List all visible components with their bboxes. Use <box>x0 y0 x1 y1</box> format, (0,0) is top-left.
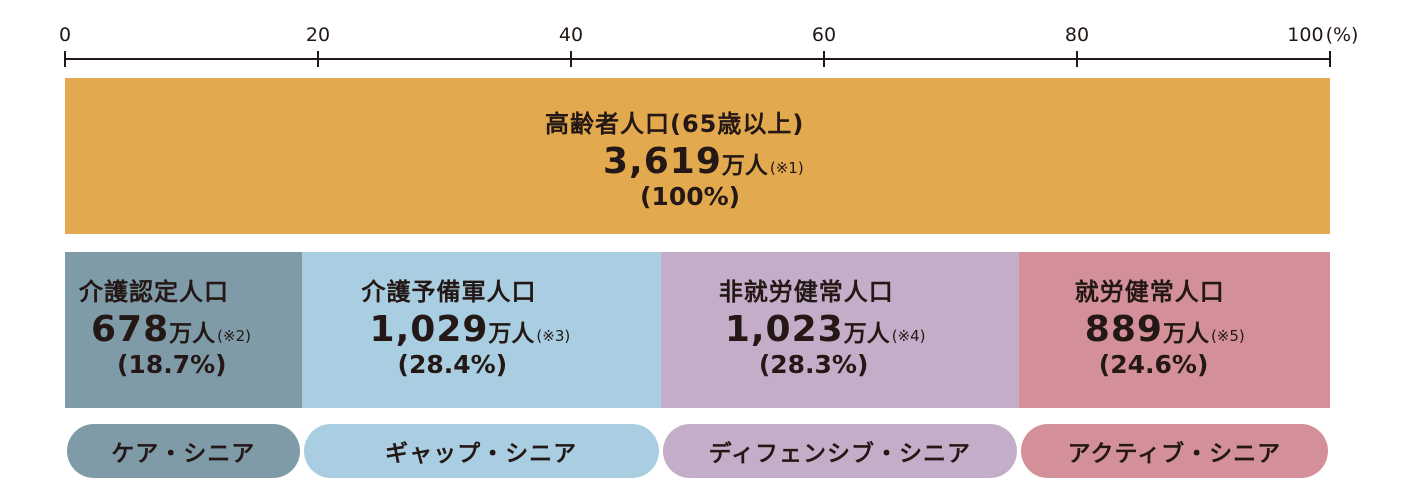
x-tick-80 <box>1076 51 1078 67</box>
segment-note: (※3) <box>536 327 571 345</box>
total-bar-text: 高齢者人口(65歳以上) 3,619万人 (※1) (100%) <box>545 104 804 211</box>
segment-unit: 万人 <box>169 321 216 347</box>
segment-label: 非就労健常人口 <box>718 278 894 306</box>
segment-percent: (24.6%) <box>1098 350 1209 379</box>
category-pill-1: ケア・シニア <box>67 424 300 478</box>
total-note: (※1) <box>769 159 804 177</box>
segment-bar-1 <box>65 252 302 408</box>
segment-label: 就労健常人口 <box>1074 278 1225 306</box>
segment-text-4: 就労健常人口 889万人 (※5) (24.6%) <box>1075 272 1245 379</box>
total-value: 3,619 <box>603 141 722 182</box>
segment-value: 678 <box>91 309 170 350</box>
x-tick-0 <box>64 51 66 67</box>
x-axis-unit: (%) <box>1325 24 1359 46</box>
x-tick-20 <box>317 51 319 67</box>
x-tick-label-0: 0 <box>58 24 72 46</box>
segment-unit: 万人 <box>843 321 890 347</box>
segment-note: (※2) <box>217 327 251 345</box>
segment-bar-4 <box>1018 252 1330 408</box>
segment-value: 1,029 <box>369 309 489 350</box>
category-pill-2: ギャップ・シニア <box>303 424 659 478</box>
x-tick-label-40: 40 <box>558 24 584 46</box>
total-unit: 万人 <box>721 153 768 179</box>
segment-note: (※5) <box>1210 327 1245 345</box>
total-percent: (100%) <box>640 182 741 211</box>
segment-label: 介護認定人口 <box>79 278 229 306</box>
segment-percent: (18.7%) <box>117 350 227 379</box>
category-pill-3: ディフェンシブ・シニア <box>662 424 1017 478</box>
x-tick-100 <box>1329 51 1331 67</box>
x-tick-label-60: 60 <box>811 24 837 46</box>
segment-bar-3 <box>660 252 1019 408</box>
segment-text-3: 非就労健常人口 1,023万人 (※4) (28.3%) <box>719 272 926 379</box>
segment-label: 介護予備軍人口 <box>361 278 537 306</box>
segment-percent: (28.3%) <box>758 350 869 379</box>
segment-bar-2 <box>301 252 661 408</box>
x-tick-label-100: 100 (%) <box>1287 24 1359 46</box>
x-tick-40 <box>570 51 572 67</box>
x-tick-label-80: 80 <box>1064 24 1090 46</box>
segment-unit: 万人 <box>1162 321 1209 347</box>
segment-value: 889 <box>1084 309 1163 350</box>
total-bar <box>65 78 1330 234</box>
segment-text-2: 介護予備軍人口 1,029万人 (※3) (28.4%) <box>362 272 571 379</box>
segment-text-1: 介護認定人口 678万人 (※2) (18.7%) <box>79 272 251 379</box>
segment-percent: (28.4%) <box>397 350 508 379</box>
x-tick-60 <box>823 51 825 67</box>
category-pill-4: アクティブ・シニア <box>1020 424 1328 478</box>
x-tick-label-20: 20 <box>305 24 331 46</box>
segment-note: (※4) <box>891 327 926 345</box>
x-axis-line <box>65 58 1330 60</box>
segment-unit: 万人 <box>488 321 535 347</box>
segment-value: 1,023 <box>724 309 844 350</box>
total-label: 高齢者人口(65歳以上) <box>545 110 805 138</box>
